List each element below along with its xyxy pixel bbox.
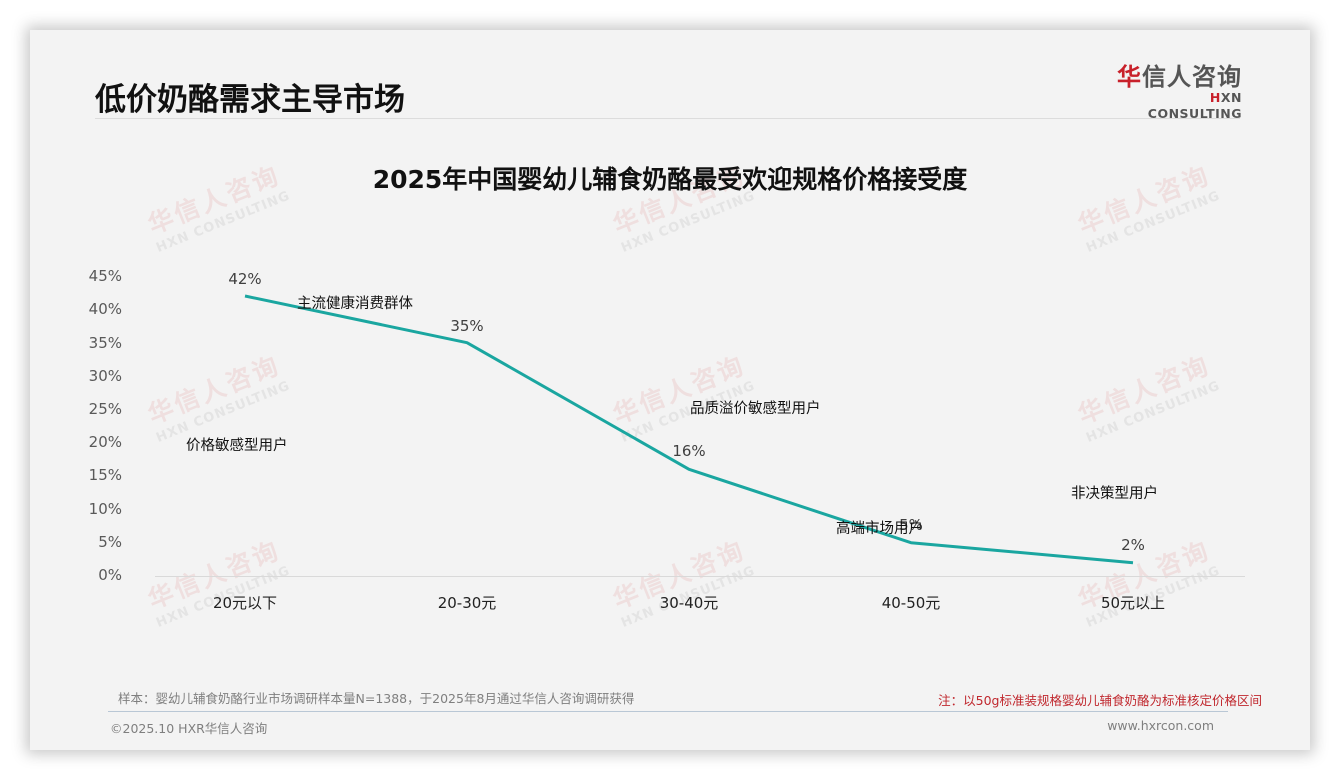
- footer-divider: [108, 711, 1228, 712]
- y-tick: 45%: [88, 267, 122, 285]
- copyright: ©2025.10 HXR华信人咨询: [110, 721, 268, 736]
- x-category: 20-30元: [437, 594, 497, 612]
- data-label: 42%: [228, 270, 262, 288]
- y-tick: 20%: [88, 433, 122, 451]
- logo-en-text: XN CONSULTING: [1147, 90, 1242, 121]
- data-label: 35%: [450, 317, 484, 335]
- x-axis-line: [155, 576, 1245, 577]
- page-title: 低价奶酪需求主导市场: [95, 82, 405, 118]
- annotation-mainstream: 主流健康消费群体: [297, 296, 413, 312]
- x-category: 50元以上: [1100, 594, 1166, 612]
- logo-cn-text: 信人咨询: [1142, 63, 1242, 91]
- y-tick: 30%: [88, 367, 122, 385]
- y-tick: 35%: [88, 334, 122, 352]
- y-tick: 0%: [98, 566, 122, 584]
- y-tick: 10%: [88, 500, 122, 518]
- data-label: 16%: [672, 442, 706, 460]
- line-series: [244, 294, 1134, 565]
- y-tick: 25%: [88, 400, 122, 418]
- annotation-high-end: 高端市场用户: [836, 521, 923, 537]
- y-tick: 40%: [88, 300, 122, 318]
- y-tick: 15%: [88, 466, 122, 484]
- logo-en-red: H: [1209, 90, 1221, 105]
- data-label: 5%: [899, 516, 923, 534]
- sample-note: 样本：婴幼儿辅食奶酪行业市场调研样本量N=1388，于2025年8月通过华信人咨…: [118, 691, 635, 706]
- annotation-non-decision: 非决策型用户: [1071, 486, 1158, 502]
- data-label: 2%: [1121, 536, 1145, 554]
- y-tick: 5%: [98, 533, 122, 551]
- company-logo: 华信人咨询 HXN CONSULTING: [1112, 64, 1242, 122]
- slide: 华信人咨询 HXN CONSULTING 华信人咨询 HXN CONSULTING …: [30, 30, 1310, 750]
- x-category: 20元以下: [212, 594, 278, 612]
- website-link[interactable]: www.hxrcon.com: [1107, 718, 1214, 733]
- header-divider: [95, 118, 1240, 119]
- annotation-price-sensitive: 价格敏感型用户: [186, 438, 288, 454]
- chart-title: 2025年中国婴幼儿辅食奶酪最受欢迎规格价格接受度: [372, 165, 968, 194]
- x-category: 30-40元: [659, 594, 719, 612]
- x-category: 40-50元: [881, 594, 941, 612]
- annotation-quality-premium: 品质溢价敏感型用户: [690, 401, 821, 417]
- price-note: 注：以50g标准装规格婴幼儿辅食奶酪为标准核定价格区间: [938, 693, 1262, 708]
- logo-cn-red: 华: [1117, 63, 1142, 91]
